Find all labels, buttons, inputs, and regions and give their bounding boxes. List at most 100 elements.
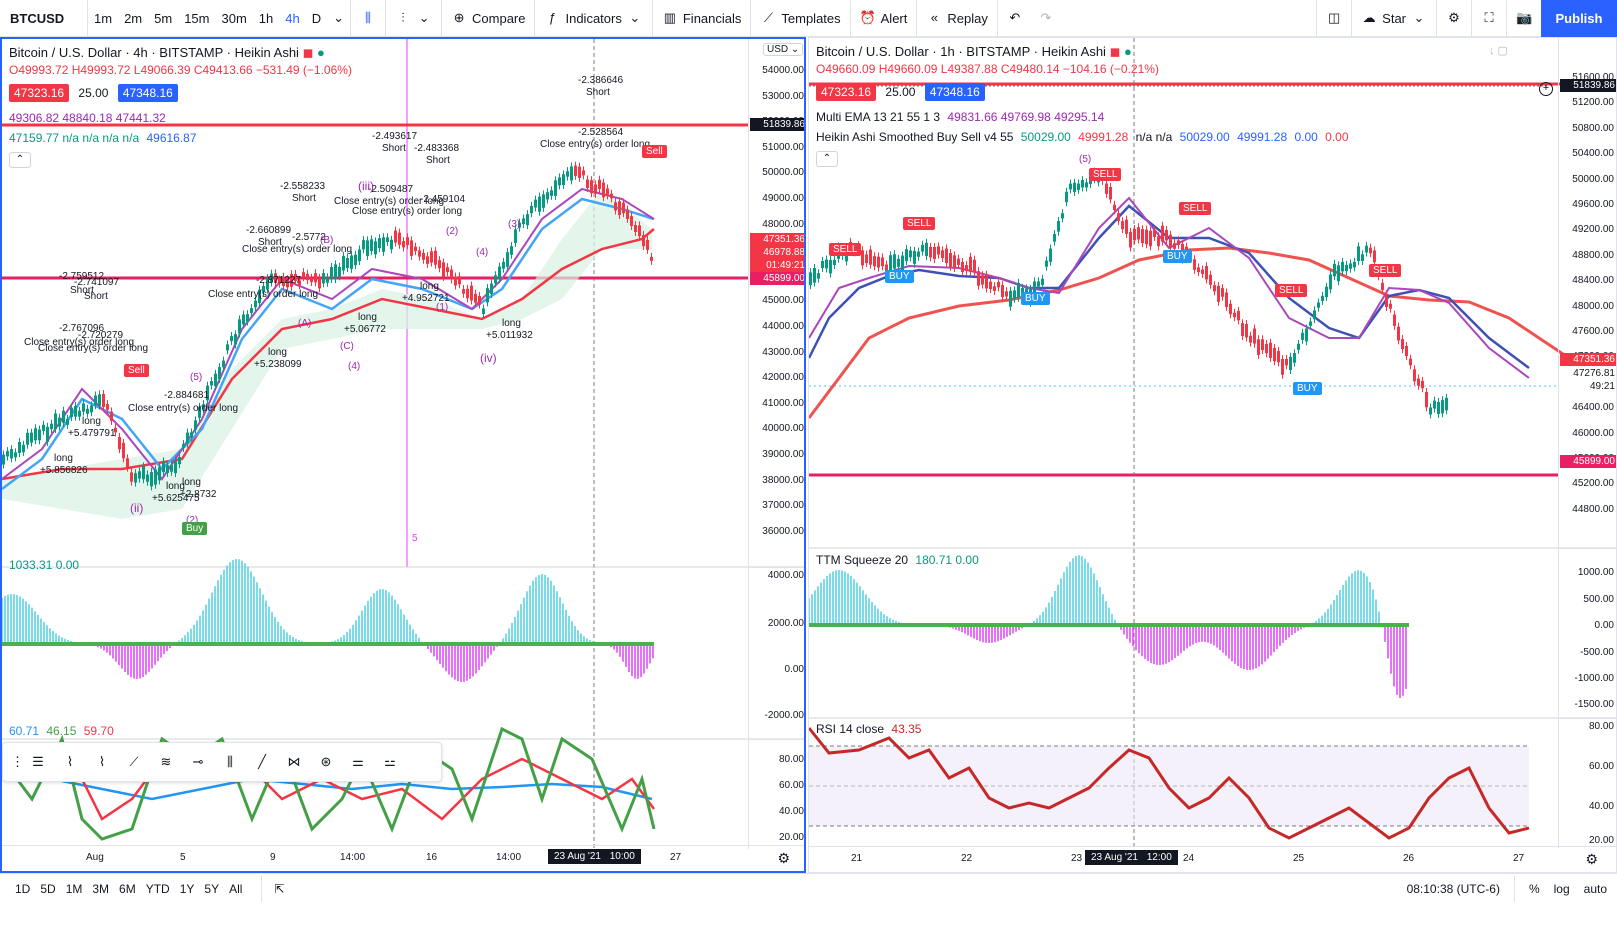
left-time-axis[interactable]: Aug 5 9 14:00 16 14:00 23 Aug '21 10:00 …	[2, 845, 804, 871]
collapse-legend-button[interactable]: ⌃	[9, 152, 31, 168]
pattern-icon[interactable]: ⋈	[287, 754, 301, 769]
drag-handle-icon[interactable]: ⋮	[11, 754, 24, 769]
left-title[interactable]: Bitcoin / U.S. Dollar · 4h · BITSTAMP · …	[9, 45, 325, 61]
price-tick: 43000.00	[762, 346, 804, 358]
wave-123-icon[interactable]: ⌇	[66, 754, 74, 769]
bid-price[interactable]: 47323.16	[816, 83, 877, 101]
trendline-icon[interactable]: ⟋	[129, 754, 139, 769]
indicators-button[interactable]: ƒ Indicators ⌄	[534, 0, 651, 37]
star-button[interactable]: ☁ Star ⌄	[1351, 0, 1436, 37]
bid-price[interactable]: 47323.16	[9, 84, 70, 102]
ann-37: -2.884681	[164, 390, 210, 401]
tf-5m[interactable]: 5m	[154, 10, 173, 26]
horizontal-ray-icon[interactable]: ⊸	[192, 754, 204, 769]
tf-15m[interactable]: 15m	[184, 10, 210, 26]
ask-price[interactable]: 47348.16	[117, 84, 178, 102]
range-1m[interactable]: 1M	[65, 882, 83, 896]
candle	[410, 240, 413, 256]
layout-button[interactable]: ◫	[1316, 0, 1351, 37]
ann-12: Close entry(s) order long	[334, 196, 445, 207]
range-1y[interactable]: 1Y	[179, 882, 195, 896]
settings-button[interactable]: ⚙	[1436, 0, 1471, 37]
clock[interactable]: 08:10:38 (UTC-6)	[1407, 876, 1515, 902]
tf-D[interactable]: D	[311, 10, 322, 26]
time-tick: 27	[1513, 853, 1525, 864]
range-ytd[interactable]: YTD	[145, 882, 170, 896]
candle	[2, 454, 5, 465]
auto-toggle[interactable]: auto	[1583, 882, 1607, 896]
more-sliders-icon[interactable]: ⚍	[384, 754, 396, 769]
left-price-axis[interactable]: USD ⌄ 54000.0053000.0052000.0051000.0050…	[748, 39, 804, 567]
bar-style-button[interactable]: ⫼	[350, 0, 385, 37]
candles-button[interactable]: ⫶ ⌄	[385, 0, 441, 37]
fullscreen-button[interactable]: ⛶	[1471, 0, 1506, 37]
currency-select[interactable]: USD ⌄	[763, 43, 804, 56]
replay-button[interactable]: « Replay	[916, 0, 996, 37]
tf-4h[interactable]: 4h	[285, 10, 300, 26]
flag-icon[interactable]: ◼	[302, 45, 314, 60]
right-chart-canvas[interactable]	[809, 38, 1617, 873]
candle	[1125, 219, 1128, 234]
right-time-axis[interactable]: 21 22 23 23 Aug '21 12:00 24 25 26 27 ⚙	[809, 846, 1616, 872]
tf-2m[interactable]: 2m	[124, 10, 143, 26]
crosshair-plus-icon[interactable]: +	[1539, 82, 1553, 96]
chart-settings-gear-icon[interactable]: ⚙	[777, 850, 790, 866]
right-title[interactable]: Bitcoin / U.S. Dollar · 1h · BITSTAMP · …	[816, 44, 1132, 60]
right-ema-legend: Multi EMA 13 21 55 1 3 49831.66 49769.98…	[816, 110, 1104, 124]
log-toggle[interactable]: log	[1553, 882, 1570, 896]
ask-price[interactable]: 47348.16	[924, 83, 985, 101]
range-5y[interactable]: 5Y	[204, 882, 220, 896]
price-label-top: 51839.86	[1560, 79, 1616, 92]
range-all[interactable]: All	[229, 882, 243, 896]
candle	[893, 254, 896, 269]
range-6m[interactable]: 6M	[119, 882, 136, 896]
rsi-name: RSI 14 close	[816, 722, 885, 736]
left-chart-canvas[interactable]	[2, 39, 806, 873]
price-label-countdown: 01:49:21	[750, 259, 804, 272]
ann-13: -2.459104	[420, 194, 466, 205]
tf-1h[interactable]: 1h	[258, 10, 274, 26]
left-chart-pane[interactable]: Bitcoin / U.S. Dollar · 4h · BITSTAMP · …	[0, 37, 806, 873]
candle	[825, 259, 828, 269]
tf-1m[interactable]: 1m	[94, 10, 113, 26]
templates-button[interactable]: ⟋ Templates	[750, 0, 849, 37]
financials-button[interactable]: ▥ Financials	[651, 0, 751, 37]
replay-label: Replay	[947, 10, 988, 26]
candle	[26, 432, 29, 445]
chart-settings-gear-icon[interactable]: ⚙	[1585, 851, 1598, 867]
price-tick: 51200.00	[1572, 97, 1614, 109]
fib-icon[interactable]: ⫼	[227, 754, 233, 769]
publish-button[interactable]: Publish	[1541, 0, 1617, 37]
right-chart-pane[interactable]: Bitcoin / U.S. Dollar · 1h · BITSTAMP · …	[808, 37, 1617, 873]
candle	[1057, 220, 1060, 232]
snapshot-button[interactable]: 📷	[1506, 0, 1541, 37]
rsi-val-1: 60.71	[9, 724, 40, 738]
ann-44: +5.625475	[152, 493, 200, 504]
axis-top-icons[interactable]: ↓ ▢	[1489, 45, 1508, 57]
candle	[1421, 380, 1424, 389]
range-5d[interactable]: 5D	[40, 882, 56, 896]
timeframe-dropdown-chevron-icon[interactable]: ⌄	[333, 10, 345, 25]
alert-button[interactable]: ⏰ Alert	[849, 0, 917, 37]
tf-30m[interactable]: 30m	[221, 10, 247, 26]
redo-button[interactable]: ↷	[1032, 0, 1060, 37]
symbol-search[interactable]: BTCUSD	[0, 0, 88, 37]
undo-button[interactable]: ↶	[996, 0, 1032, 37]
collapse-legend-button[interactable]: ⌃	[816, 151, 838, 167]
goto-date-icon[interactable]: ⇱	[261, 876, 289, 902]
range-3m[interactable]: 3M	[92, 882, 110, 896]
channel-icon[interactable]: ≋	[160, 754, 172, 769]
signal-sell: SELL	[903, 217, 936, 230]
compare-button[interactable]: ⊕ Compare	[441, 0, 534, 37]
flag-icon[interactable]: ◼	[1109, 44, 1121, 59]
magnet-icon[interactable]: ⊛	[320, 754, 332, 769]
percent-toggle[interactable]: %	[1528, 882, 1540, 896]
right-price-axis[interactable]: ↓ ▢ 51600.00 51200.00 50800.00 50400.00 5000…	[1489, 38, 1616, 548]
lines-icon[interactable]: ☰	[32, 754, 44, 769]
left-indicator-2: 47159.77 n/a n/a n/a n/a 49616.87	[9, 131, 197, 145]
wave-abc-icon[interactable]: ⌇	[98, 754, 106, 769]
ray-icon[interactable]: ╱	[258, 754, 266, 769]
range-1d[interactable]: 1D	[15, 882, 31, 896]
settings-sliders-icon[interactable]: ⚌	[352, 754, 364, 769]
candle	[1129, 231, 1132, 248]
